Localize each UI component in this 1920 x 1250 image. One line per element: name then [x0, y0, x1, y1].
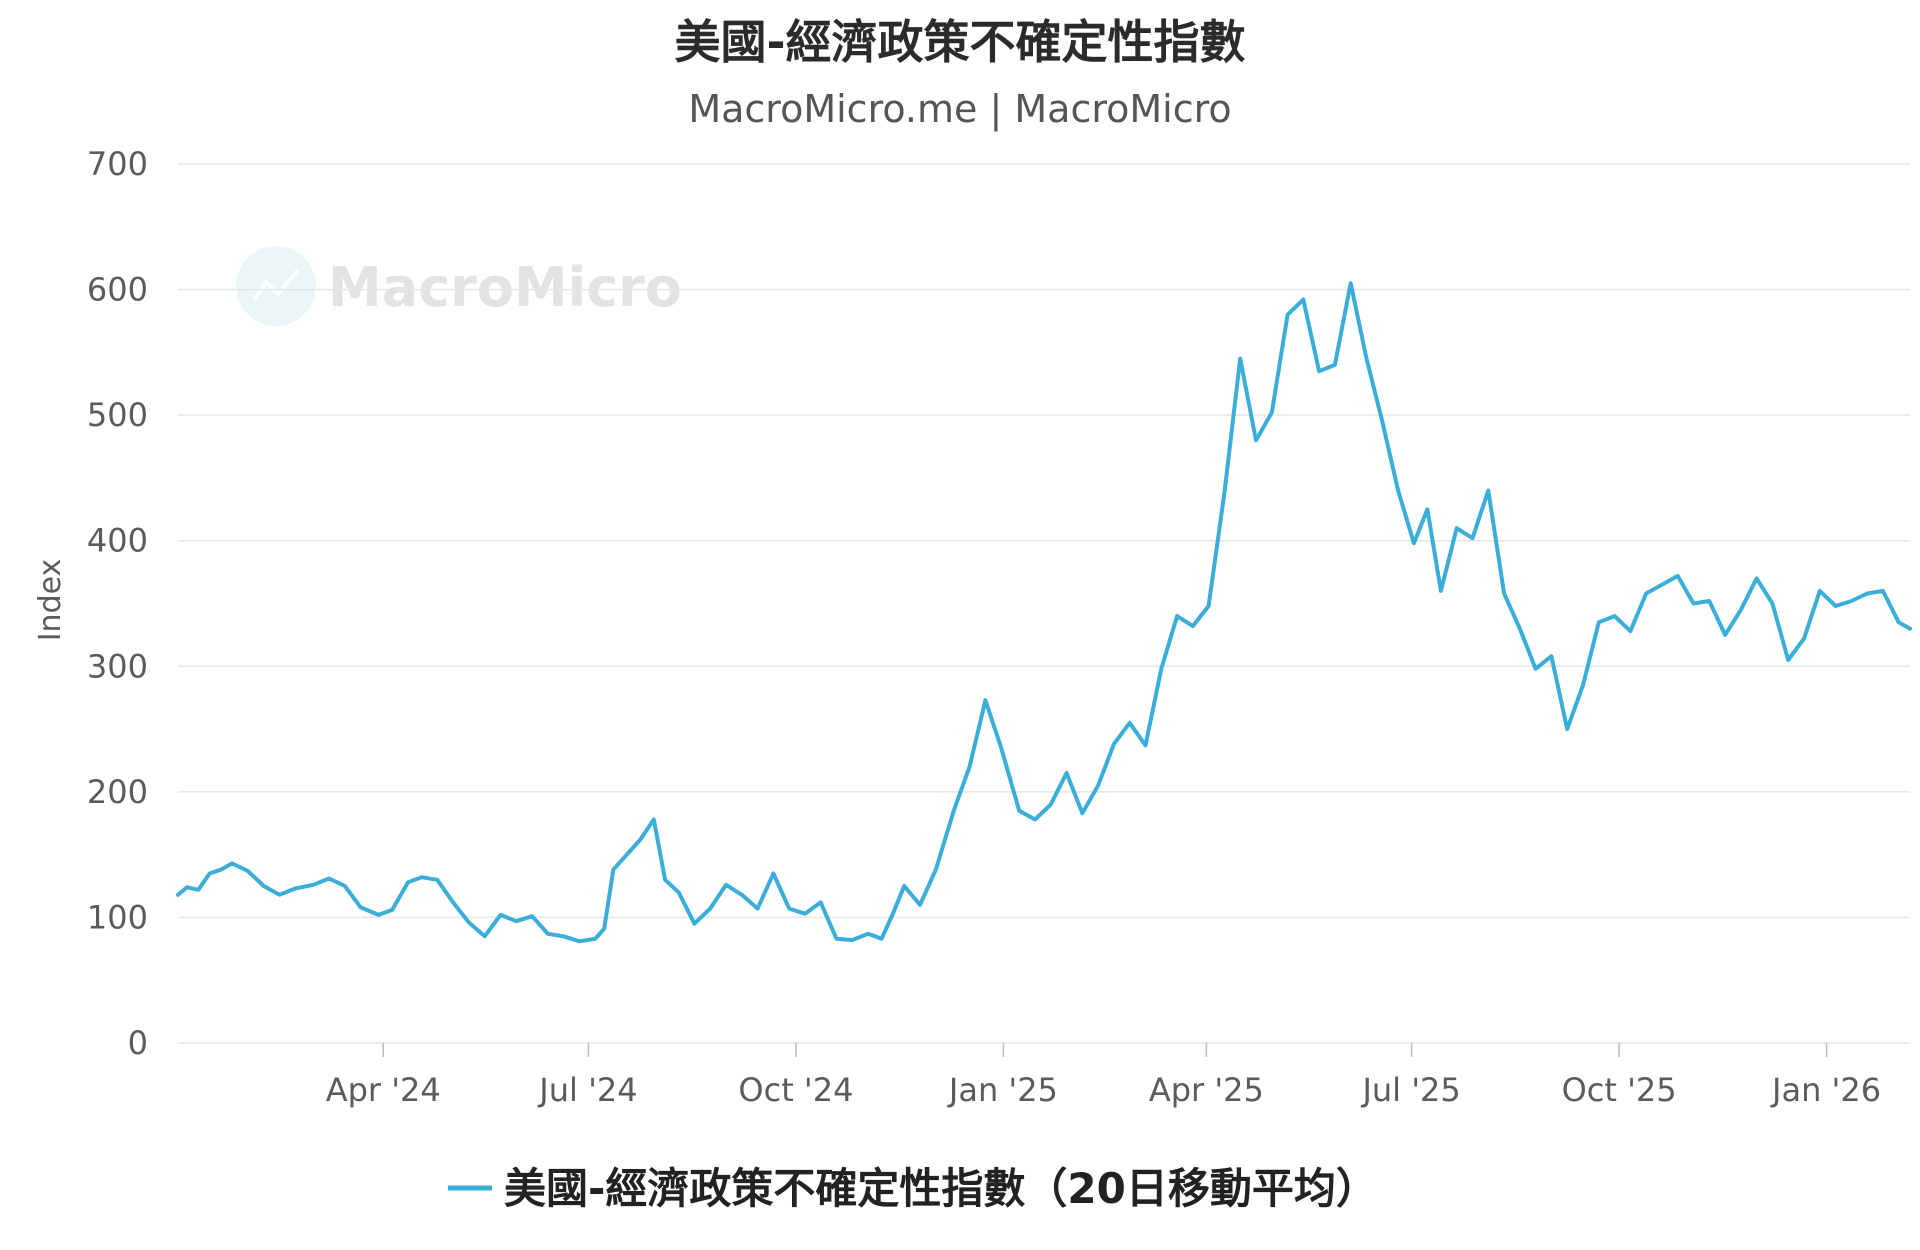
watermark-text: MacroMicro — [328, 256, 682, 319]
y-tick-label: 300 — [87, 647, 148, 685]
y-tick-label: 500 — [87, 396, 148, 434]
x-tick-label: Jan '25 — [947, 1071, 1058, 1109]
x-tick-label: Apr '24 — [326, 1071, 441, 1109]
x-tick-layer: Apr '24 Jul '24 Oct '24 Jan '25 Apr '25 Jul '… — [326, 1043, 1881, 1109]
y-tick-label: 600 — [87, 271, 148, 309]
legend[interactable]: 美國-經濟政策不確定性指數（20日移動平均） — [448, 1164, 1378, 1213]
y-tick-label: 700 — [87, 145, 148, 183]
x-tick-label: Oct '24 — [738, 1071, 853, 1109]
y-tick-label: 100 — [87, 898, 148, 936]
watermark-line-icon — [252, 268, 300, 302]
chart-title: 美國-經濟政策不確定性指數 — [674, 15, 1245, 69]
y-tick-label: 200 — [87, 773, 148, 811]
watermark-logo-icon — [236, 246, 316, 326]
series-line-0[interactable] — [176, 281, 1912, 944]
x-tick-label: Apr '25 — [1149, 1071, 1264, 1109]
series-layer — [176, 281, 1912, 944]
x-tick-label: Jul '25 — [1360, 1071, 1460, 1109]
y-tick-label: 400 — [87, 522, 148, 560]
x-tick-label: Jan '26 — [1770, 1071, 1881, 1109]
y-tick-layer: 0 100 200 300 400 500 600 700 — [87, 145, 148, 1062]
x-tick-label: Jul '24 — [537, 1071, 637, 1109]
legend-series-label[interactable]: 美國-經濟政策不確定性指數（20日移動平均） — [504, 1164, 1378, 1213]
y-axis-title: Index — [33, 559, 68, 642]
watermark: MacroMicro — [236, 246, 682, 326]
x-tick-label: Oct '25 — [1562, 1071, 1677, 1109]
chart-subtitle: MacroMicro.me | MacroMicro — [688, 87, 1231, 132]
y-tick-label: 0 — [128, 1024, 148, 1062]
